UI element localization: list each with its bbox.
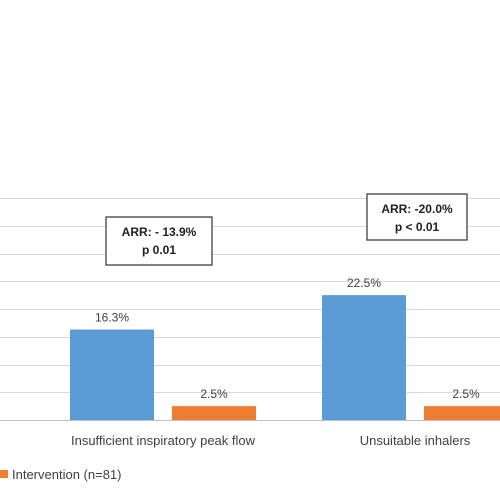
data-label: 2.5% [452, 387, 480, 401]
data-label: 2.5% [200, 387, 228, 401]
category-labels: Insufficient inspiratory peak flow Unsuit… [71, 433, 471, 448]
annotations: ARR: - 13.9% p 0.01 ARR: -20.0% p < 0.01 [105, 193, 468, 266]
bar-control-0 [70, 329, 154, 420]
annotation-text: p 0.01 [142, 243, 176, 257]
annotation-text: ARR: -20.0% [381, 202, 453, 216]
legend: Intervention (n=81) [0, 467, 121, 482]
data-label: 22.5% [347, 276, 381, 290]
annotation-frame [366, 193, 468, 241]
annotation-box: ARR: - 13.9% p 0.01 [105, 216, 213, 266]
bar-intervention-0 [172, 406, 256, 420]
data-label: 16.3% [95, 311, 129, 325]
bars [70, 295, 500, 420]
annotation-box: ARR: -20.0% p < 0.01 [366, 193, 468, 241]
category-label: Insufficient inspiratory peak flow [71, 433, 256, 448]
bar-control-1 [322, 295, 406, 420]
category-label: Unsuitable inhalers [360, 433, 471, 448]
annotation-frame [105, 216, 213, 266]
data-labels: 16.3% 22.5% 2.5% 2.5% [95, 276, 480, 401]
annotation-text: p < 0.01 [395, 220, 440, 234]
annotation-text: ARR: - 13.9% [122, 225, 197, 239]
legend-label-intervention: Intervention (n=81) [12, 467, 121, 482]
legend-swatch-intervention [0, 470, 8, 478]
bar-intervention-1 [424, 406, 500, 420]
